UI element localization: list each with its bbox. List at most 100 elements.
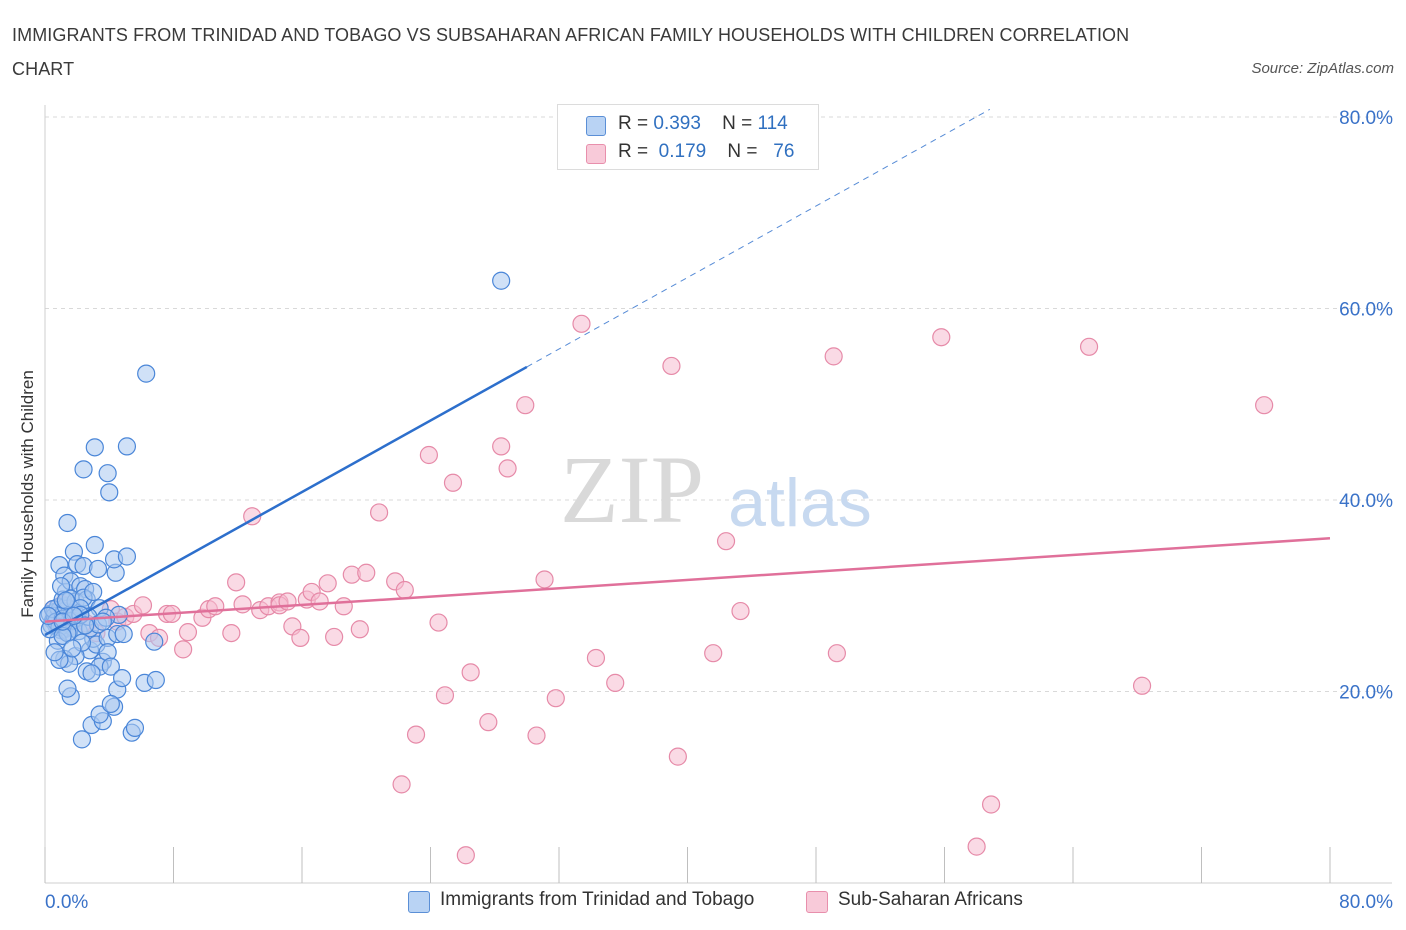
y-tick-label: 80.0% (1339, 108, 1393, 129)
series-trinidad-points (39, 271, 511, 749)
data-point-trinidad (82, 664, 101, 683)
tick-labels: 20.0% 40.0% 60.0% 80.0% 0.0% 80.0% (45, 108, 1393, 913)
legend-r-label: R = (618, 113, 649, 134)
data-point-subsaharan (716, 532, 736, 551)
data-point-trinidad (112, 668, 132, 688)
bottom-legend-label: Immigrants from Trinidad and Tobago (440, 889, 755, 910)
data-point-subsaharan (133, 596, 153, 615)
data-point-subsaharan (222, 623, 241, 643)
data-point-subsaharan (546, 689, 565, 708)
data-point-subsaharan (932, 328, 951, 347)
data-point-trinidad (93, 612, 112, 631)
data-point-trinidad (85, 535, 104, 555)
data-point-subsaharan (492, 437, 511, 456)
data-point-subsaharan (527, 726, 546, 745)
y-tick-label: 60.0% (1339, 300, 1393, 321)
data-point-trinidad (125, 718, 145, 737)
data-point-trinidad (58, 679, 77, 698)
y-tick-label: 20.0% (1339, 683, 1393, 704)
data-point-trinidad (88, 559, 108, 579)
data-point-trinidad (98, 464, 117, 483)
data-point-trinidad (74, 460, 93, 479)
data-point-subsaharan (206, 597, 225, 616)
data-point-subsaharan (174, 640, 193, 659)
data-point-subsaharan (429, 613, 448, 632)
data-point-trinidad (137, 364, 156, 383)
correlation-legend: R = 0.393 N = 114 R = 0.179 N = 76 (557, 104, 819, 170)
data-point-subsaharan (456, 846, 475, 865)
data-point-trinidad (146, 670, 165, 690)
data-point-subsaharan (535, 570, 554, 589)
data-point-trinidad (100, 483, 119, 502)
data-point-subsaharan (291, 628, 310, 647)
legend-r-value: 0.179 (658, 141, 707, 162)
data-point-trinidad (45, 643, 64, 662)
data-point-subsaharan (419, 445, 438, 465)
data-point-trinidad (56, 591, 75, 610)
x-tick-label: 80.0% (1339, 892, 1393, 913)
data-point-subsaharan (668, 747, 687, 766)
data-point-subsaharan (662, 356, 681, 376)
data-point-subsaharan (178, 623, 198, 642)
data-point-trinidad (114, 624, 133, 644)
data-point-trinidad (58, 513, 77, 533)
data-point-subsaharan (479, 713, 498, 732)
data-point-trinidad (84, 582, 103, 602)
legend-swatch-pink (586, 144, 606, 164)
data-point-subsaharan (334, 597, 353, 616)
data-point-subsaharan (1079, 337, 1099, 356)
series-subsaharan-points (43, 314, 1274, 865)
y-axis-label: Family Households with Children (18, 370, 37, 618)
data-point-subsaharan (498, 459, 517, 478)
data-point-subsaharan (461, 663, 480, 682)
y-tick-label: 40.0% (1339, 491, 1393, 512)
bottom-legend-label: Sub-Saharan Africans (838, 889, 1023, 910)
axes (44, 105, 1392, 884)
legend-n-value: 76 (773, 141, 795, 162)
data-point-trinidad (85, 438, 104, 457)
legend-n-label: N = (722, 113, 753, 134)
data-point-subsaharan (516, 396, 535, 415)
legend-n-label: N = (727, 141, 758, 162)
watermark-atlas: atlas (728, 465, 872, 541)
data-point-subsaharan (704, 644, 723, 663)
bottom-legend-swatch-pink (806, 891, 828, 913)
data-point-trinidad (90, 705, 109, 724)
data-point-subsaharan (1132, 676, 1152, 695)
data-point-trinidad (145, 632, 164, 651)
data-point-trinidad (101, 657, 120, 676)
data-point-subsaharan (395, 580, 414, 600)
data-point-trinidad (63, 639, 82, 658)
data-point-subsaharan (435, 686, 455, 705)
data-point-trinidad (492, 271, 511, 290)
data-point-trinidad (101, 694, 120, 714)
data-point-subsaharan (572, 314, 591, 333)
data-point-subsaharan (318, 574, 337, 593)
data-point-trinidad (117, 547, 137, 566)
data-point-subsaharan (370, 503, 389, 522)
x-tick-label: 0.0% (45, 892, 88, 913)
data-point-subsaharan (981, 795, 1001, 814)
data-point-subsaharan (325, 627, 344, 647)
watermark-zip: ZIP (560, 436, 704, 543)
legend-r-value: 0.393 (653, 113, 701, 134)
trendlines (44, 108, 1331, 637)
data-point-subsaharan (406, 725, 426, 744)
data-point-subsaharan (731, 601, 750, 621)
data-point-subsaharan (350, 620, 369, 639)
data-point-subsaharan (227, 573, 246, 592)
data-point-subsaharan (606, 673, 625, 692)
legend-swatch-blue (586, 116, 606, 136)
trendline-trinidad (44, 365, 528, 637)
data-point-subsaharan (967, 837, 986, 856)
bottom-legend-swatch-blue (408, 891, 430, 913)
data-point-subsaharan (586, 648, 606, 668)
data-point-subsaharan (443, 473, 463, 492)
legend-n-value: 114 (757, 113, 788, 134)
data-point-subsaharan (392, 775, 411, 794)
legend-r-label: R = (618, 141, 649, 162)
data-point-subsaharan (1255, 396, 1274, 415)
data-point-subsaharan (827, 644, 846, 663)
source-label: Source: ZipAtlas.com (1251, 60, 1394, 77)
